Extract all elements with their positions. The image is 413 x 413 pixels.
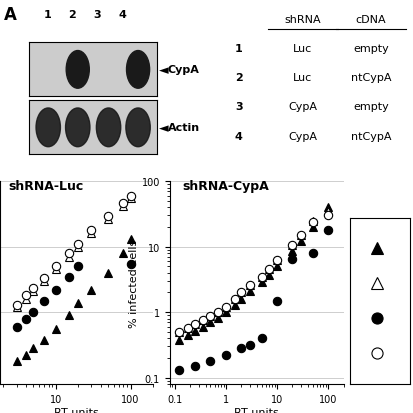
Text: Luc: Luc <box>292 73 312 83</box>
Text: Luc: Luc <box>292 44 312 54</box>
Text: empty: empty <box>352 44 388 54</box>
Text: 3: 3 <box>93 10 101 20</box>
Text: ◄: ◄ <box>159 64 169 77</box>
Text: 4: 4 <box>118 10 126 20</box>
Text: ◄: ◄ <box>159 121 169 135</box>
Text: ntCypA: ntCypA <box>350 73 390 83</box>
Text: A: A <box>4 6 17 24</box>
Text: CypA: CypA <box>167 65 199 75</box>
Text: Actin: Actin <box>167 123 199 133</box>
Text: 1: 1 <box>44 10 51 20</box>
Text: shRNA: shRNA <box>284 15 320 25</box>
Text: shRNA-CypA: shRNA-CypA <box>182 180 268 192</box>
Text: shRNA-Luc: shRNA-Luc <box>8 180 83 192</box>
Ellipse shape <box>65 109 90 147</box>
Ellipse shape <box>126 51 149 89</box>
Ellipse shape <box>66 51 89 89</box>
Text: 2: 2 <box>234 73 242 83</box>
Text: 3: 3 <box>234 102 242 112</box>
Text: empty: empty <box>352 102 388 112</box>
Text: CypA: CypA <box>287 102 317 112</box>
Text: ntCypA: ntCypA <box>350 131 390 141</box>
Text: CypA: CypA <box>287 131 317 141</box>
X-axis label: RT units: RT units <box>54 406 99 413</box>
Y-axis label: % infected cells: % infected cells <box>128 239 138 327</box>
Ellipse shape <box>126 109 150 147</box>
Ellipse shape <box>36 109 60 147</box>
Ellipse shape <box>96 109 121 147</box>
Text: cDNA: cDNA <box>355 15 385 25</box>
Text: 2: 2 <box>69 10 76 20</box>
X-axis label: RT units: RT units <box>234 406 278 413</box>
Text: 4: 4 <box>234 131 242 141</box>
Text: 1: 1 <box>234 44 242 54</box>
